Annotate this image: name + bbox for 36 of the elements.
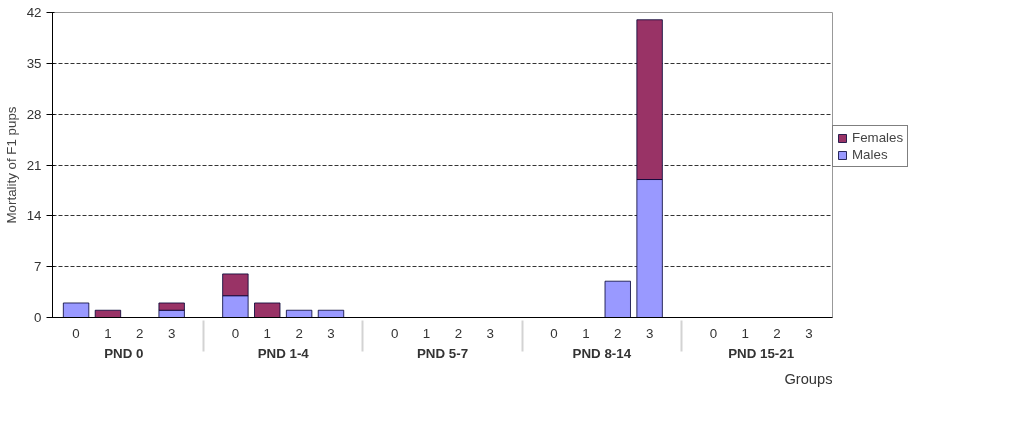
x-tick-label: 2 — [136, 325, 144, 341]
y-tick-label: 0 — [34, 310, 42, 325]
text: PND 8-14 — [572, 345, 632, 361]
legend-label: Females — [852, 130, 904, 145]
x-tick-label: 3 — [327, 325, 335, 341]
x-tick-label: 2 — [614, 325, 622, 341]
y-tick-label: 7 — [34, 259, 42, 275]
y-tick-label: 21 — [26, 157, 42, 173]
y-tick-label: 14 — [26, 208, 43, 224]
x-tick-label: 1 — [104, 325, 112, 341]
x-tick-label: 1 — [263, 325, 271, 341]
text: PND 15-21 — [728, 345, 795, 361]
x-tick-label: 0 — [72, 325, 80, 341]
legend-label: Males — [852, 147, 888, 162]
y-tick-label: 28 — [26, 106, 42, 122]
x-tick-label: 0 — [231, 325, 240, 341]
text: PND 5-7 — [416, 345, 469, 361]
text: PND 1-4 — [257, 345, 310, 361]
x-tick-label: 3 — [805, 325, 813, 341]
x-tick-label: 0 — [709, 325, 718, 341]
x-tick-label: 2 — [773, 325, 781, 341]
y-tick-label: 35 — [26, 55, 42, 71]
text: PND 0 — [104, 345, 144, 361]
x-tick-label: 1 — [582, 325, 590, 341]
y-tick-label: 42 — [26, 5, 42, 20]
x-tick-label: 0 — [550, 325, 558, 341]
x-tick-label: 0 — [391, 325, 399, 341]
x-tick-label: 3 — [167, 325, 176, 341]
x-axis-title: Groups — [784, 370, 833, 387]
x-tick-label: 2 — [295, 325, 303, 341]
x-tick-label: 1 — [741, 325, 749, 341]
y-axis-title: Mortality of F1 pups — [3, 106, 19, 224]
x-tick-label: 3 — [486, 325, 495, 341]
x-tick-label: 2 — [454, 325, 463, 341]
x-tick-label: 3 — [645, 325, 654, 341]
x-tick-label: 1 — [422, 325, 431, 341]
